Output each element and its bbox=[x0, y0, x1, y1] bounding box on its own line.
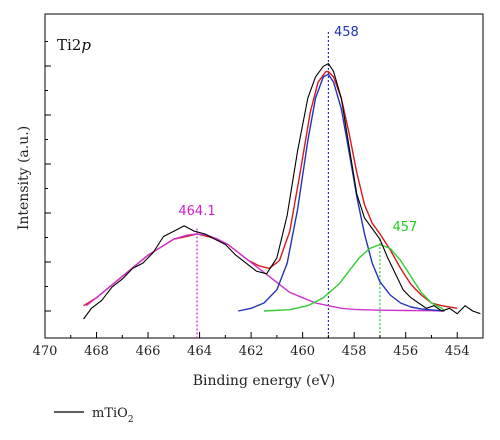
series-line-fit bbox=[83, 70, 458, 309]
x-tick-label: 456 bbox=[393, 344, 418, 359]
x-tick-label: 454 bbox=[445, 344, 470, 359]
peak-label: 458 bbox=[334, 25, 359, 40]
x-tick-label: 464 bbox=[187, 344, 212, 359]
x-tick-label: 468 bbox=[84, 344, 109, 359]
panel-label: Ti2p bbox=[57, 36, 91, 54]
x-tick-label: 462 bbox=[239, 344, 264, 359]
series-line-measured bbox=[83, 63, 481, 320]
x-tick-label: 466 bbox=[136, 344, 161, 359]
series-group bbox=[83, 63, 481, 320]
series-line-fit bbox=[238, 73, 445, 312]
peak-guides bbox=[196, 32, 381, 338]
legend-label: mTiO2 bbox=[92, 406, 134, 425]
x-axis-title: Binding energy (eV) bbox=[193, 373, 336, 389]
x-tick-label: 460 bbox=[290, 344, 315, 359]
series-line-fit bbox=[263, 243, 445, 312]
x-tick-label: 458 bbox=[342, 344, 367, 359]
x-tick-label: 470 bbox=[33, 344, 58, 359]
x-axis-ticks: 470 468 466 464 462 460 458 456 454 bbox=[33, 332, 484, 359]
y-axis-ticks bbox=[45, 41, 51, 312]
peak-annotations: 464.1 458 457 bbox=[178, 25, 417, 235]
series-line-fit bbox=[85, 233, 445, 312]
peak-label: 457 bbox=[393, 220, 418, 235]
plot-frame bbox=[44, 13, 484, 339]
y-axis-title: Intensity (a.u.) bbox=[16, 126, 32, 230]
legend: mTiO2 bbox=[54, 406, 134, 425]
peak-label: 464.1 bbox=[178, 204, 215, 219]
